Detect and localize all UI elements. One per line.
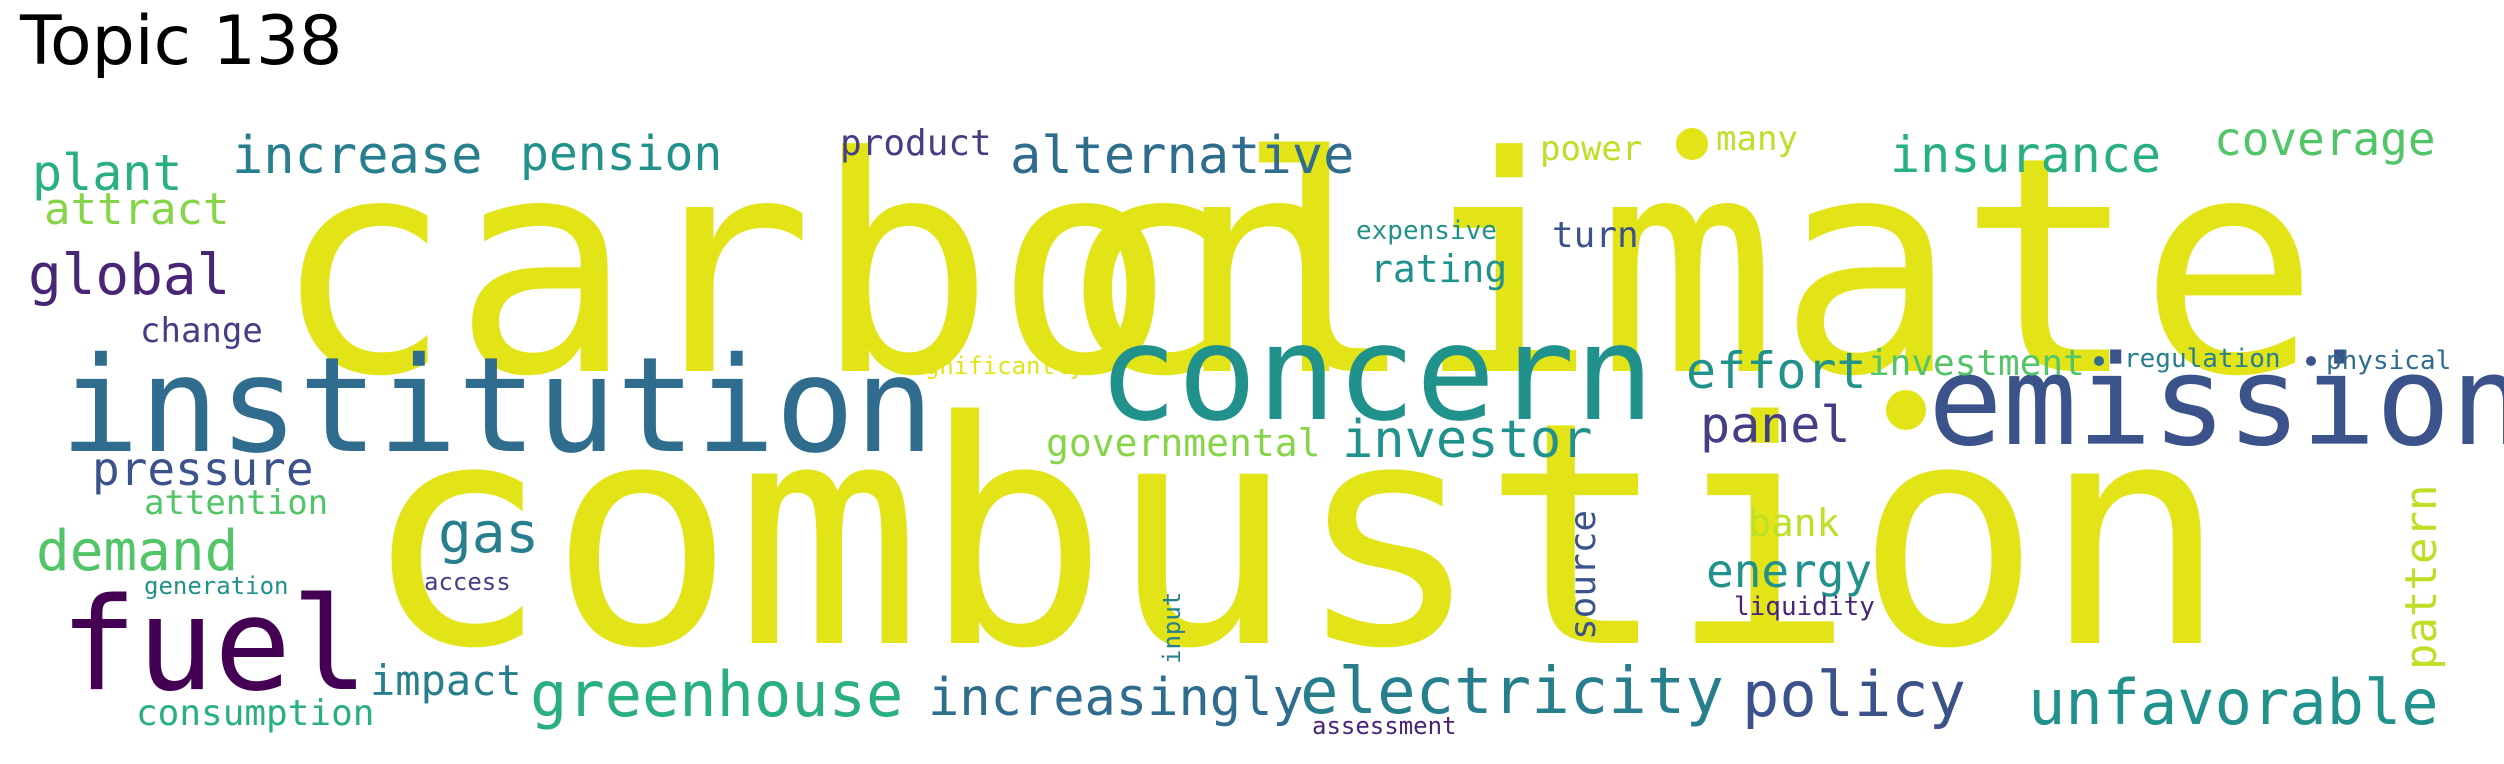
- word-electricity: electricity: [1300, 655, 1724, 729]
- word-governmental: governmental: [1046, 421, 1321, 465]
- word-policy: policy: [1742, 658, 1966, 731]
- word-liquidity: liquidity: [1734, 592, 1875, 622]
- word-greenhouse: greenhouse: [530, 658, 904, 731]
- word-cloud-dot: [2094, 356, 2104, 366]
- word-energy: energy: [1706, 544, 1873, 598]
- word-attract: attract: [44, 184, 230, 235]
- word-physical: physical: [2326, 346, 2452, 376]
- word-panel: panel: [1700, 396, 1851, 454]
- word-plant: plant: [32, 144, 183, 202]
- word-impact: impact: [370, 656, 522, 705]
- word-cloud-dot: [2306, 356, 2316, 366]
- word-increase: increase: [232, 126, 483, 186]
- word-input: input: [1158, 591, 1186, 664]
- word-alternative: alternative: [1010, 126, 1355, 186]
- word-bank: bank: [1748, 501, 1840, 545]
- word-change: change: [140, 311, 263, 351]
- word-emission: emission: [1928, 330, 2504, 474]
- word-institution: institution: [60, 329, 935, 483]
- word-pressure: pressure: [92, 442, 314, 496]
- word-generation: generation: [144, 572, 289, 600]
- word-consumption: consumption: [136, 693, 375, 734]
- word-pension: pension: [520, 126, 723, 182]
- word-gas: gas: [438, 501, 540, 566]
- word-pattern: pattern: [2396, 484, 2447, 670]
- word-product: product: [840, 123, 992, 164]
- word-coverage: coverage: [2214, 112, 2436, 166]
- word-carbon: carbon: [272, 93, 1356, 442]
- word-unfavorable: unfavorable: [2028, 666, 2439, 739]
- word-concern: concern: [1098, 297, 1655, 451]
- word-investment: investment: [1868, 343, 2085, 384]
- word-assessment: assessment: [1312, 712, 1457, 740]
- word-expensive: expensive: [1356, 216, 1497, 246]
- word-turn: turn: [1552, 215, 1639, 256]
- word-access: access: [424, 568, 511, 596]
- word-cloud-dot: [1886, 390, 1926, 430]
- word-investor: investor: [1342, 410, 1593, 470]
- word-rating: rating: [1370, 247, 1508, 291]
- word-many: many: [1716, 119, 1798, 159]
- word-source: source: [1563, 509, 1604, 640]
- word-insurance: insurance: [1890, 126, 2161, 184]
- word-demand: demand: [36, 519, 239, 584]
- word-increasingly: increasingly: [928, 668, 1304, 728]
- word-cloud-dot: [1676, 128, 1708, 160]
- word-climate: climate: [1055, 93, 2320, 442]
- word-combustion: combustion: [362, 356, 2229, 717]
- word-fuel: fuel: [60, 571, 369, 720]
- word-attention: attention: [144, 483, 329, 523]
- word-power: power: [1540, 129, 1643, 169]
- word-significantly: significantly: [896, 352, 1084, 380]
- word-effort: effort: [1686, 342, 1867, 400]
- word-global: global: [28, 243, 231, 308]
- word-regulation: regulation: [2124, 344, 2281, 374]
- page-title: Topic 138: [20, 2, 343, 81]
